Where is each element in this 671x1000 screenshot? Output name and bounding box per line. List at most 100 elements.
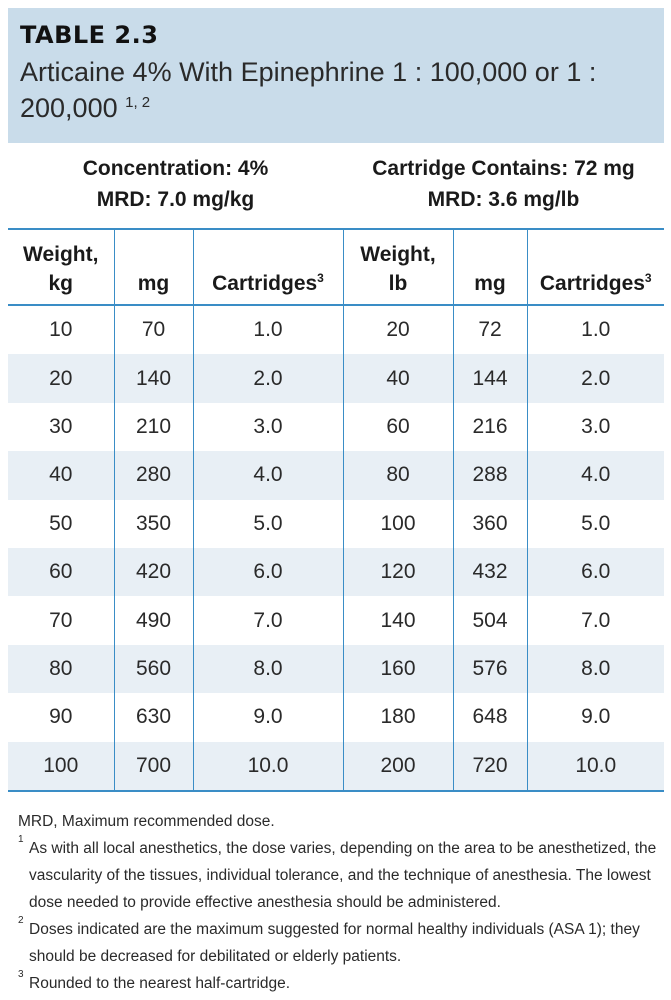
mg-kg-cell: 140 xyxy=(114,354,194,403)
table-row: 70 490 7.0 140 504 7.0 xyxy=(8,596,664,645)
cartridges-lb-cell: 4.0 xyxy=(527,451,664,500)
mrd-lb-text: MRD: 3.6 mg/lb xyxy=(427,188,580,211)
cartridges-lb-cell: 10.0 xyxy=(527,741,664,791)
cartridges-lb-cell: 9.0 xyxy=(581,705,611,729)
header-row: Weight, kg mg Cartridges3 Weight, lb mg Ca… xyxy=(8,229,664,306)
weight-lb-cell: 200 xyxy=(343,741,454,791)
footnote-text: Doses indicated are the maximum suggeste… xyxy=(29,921,640,965)
weight-kg-cell: 20 xyxy=(8,354,115,403)
cartridges-kg-cell: 9.0 xyxy=(193,693,344,742)
col-weight-lb: Weight, lb xyxy=(343,229,454,306)
table-footnotes: MRD, Maximum recommended dose. 1 As with … xyxy=(18,808,663,997)
cartridges-kg-cell: 8.0 xyxy=(193,644,344,694)
footnote-text: Rounded to the nearest half-cartridge. xyxy=(29,975,291,992)
cartridges-footnote-ref: 3 xyxy=(317,271,324,285)
cartridges-kg-cell: 6.0 xyxy=(193,547,344,597)
cartridges-lb-cell: 5.0 xyxy=(581,511,611,535)
mg-lb-cell: 720 xyxy=(453,741,528,791)
weight-lb-cell: 80 xyxy=(343,451,454,500)
weight-kg-cell: 50 xyxy=(8,499,115,548)
mg-lb-cell: 144 xyxy=(453,354,528,403)
footnote-mark: 2 xyxy=(18,915,24,926)
col-weight-kg-line2: kg xyxy=(48,272,73,295)
table-row: 80 560 8.0 160 576 8.0 xyxy=(8,644,664,694)
mg-lb-cell: 576 xyxy=(453,644,528,694)
weight-kg-cell: 60 xyxy=(8,547,115,597)
mg-kg-cell: 350 xyxy=(114,499,194,548)
concentration-text: Concentration: 4% xyxy=(82,157,269,180)
mg-kg-cell: 280 xyxy=(114,451,194,500)
table-row: 10 70 1.0 20 72 1.0 xyxy=(8,305,664,355)
mg-lb-cell: 432 xyxy=(453,547,528,597)
cartridges-footnote-ref: 3 xyxy=(644,271,652,285)
cartridges-kg-cell: 5.0 xyxy=(193,499,344,548)
col-cartridges-kg: Cartridges3 xyxy=(193,229,344,306)
table-label: TABLE 2.3 xyxy=(20,21,159,49)
table-row: 60 420 6.0 120 432 6.0 xyxy=(8,547,664,597)
table-row: 20 140 2.0 40 144 2.0 xyxy=(8,354,664,403)
abbreviation-note: MRD, Maximum recommended dose. xyxy=(18,813,275,830)
table-header: TABLE 2.3 Articaine 4% With Epinephrine … xyxy=(8,8,664,143)
cartridge-content-text: Cartridge Contains: 72 mg xyxy=(372,157,635,180)
summary-imperial: Cartridge Contains: 72 mg MRD: 3.6 mg/lb xyxy=(343,153,664,215)
weight-lb-cell: 160 xyxy=(343,644,454,694)
mg-lb-cell: 504 xyxy=(453,596,528,645)
mg-kg-cell: 210 xyxy=(114,402,194,452)
footnote-text: As with all local anesthetics, the dose … xyxy=(29,840,657,911)
dose-summary: Concentration: 4% MRD: 7.0 mg/kg Cartrid… xyxy=(8,143,664,228)
table-title-text: Articaine 4% With Epinephrine 1 : 100,00… xyxy=(20,57,597,123)
cartridges-lb-cell: 2.0 xyxy=(527,354,664,403)
footnote-1: 1 As with all local anesthetics, the dose… xyxy=(18,834,663,916)
weight-kg-cell: 90 xyxy=(8,693,115,742)
mg-lb-cell: 72 xyxy=(453,305,528,355)
cartridges-lb-cell: 6.0 xyxy=(527,547,664,597)
cartridges-kg-cell: 2.0 xyxy=(193,354,344,403)
dosage-table: Weight, kg mg Cartridges3 Weight, lb mg Ca… xyxy=(8,228,664,792)
mrd-kg-text: MRD: 7.0 mg/kg xyxy=(96,188,255,211)
weight-kg-cell: 80 xyxy=(8,644,115,694)
col-mg-lb: mg xyxy=(453,229,528,306)
cartridges-lb-cell: 7.0 xyxy=(581,608,611,632)
mg-lb-cell: 288 xyxy=(453,451,528,500)
cartridges-kg-cell: 7.0 xyxy=(193,596,344,645)
cartridges-kg-cell: 3.0 xyxy=(193,402,344,452)
col-cartridges-kg-label: Cartridges xyxy=(212,272,318,295)
table-row: 100 700 10.0 200 720 10.0 xyxy=(8,741,664,791)
footnote-3: 3 Rounded to the nearest half-cartridge. xyxy=(18,969,663,997)
weight-lb-cell: 40 xyxy=(343,354,454,403)
col-mg-kg: mg xyxy=(114,229,194,306)
footnote-mark: 1 xyxy=(18,834,24,845)
mg-kg-cell: 630 xyxy=(114,693,194,742)
col-weight-kg: Weight, kg xyxy=(8,229,115,306)
mg-lb-cell: 360 xyxy=(453,499,528,548)
col-cartridges-lb-label: Cartridges xyxy=(539,272,645,295)
cartridges-kg-cell: 1.0 xyxy=(193,305,344,355)
col-weight-lb-line2: lb xyxy=(388,272,408,295)
table-row: 30 210 3.0 60 216 3.0 xyxy=(8,402,664,452)
weight-lb-cell: 140 xyxy=(343,596,454,645)
cartridges-kg-cell: 10.0 xyxy=(193,741,344,791)
col-weight-lb-line1: Weight, xyxy=(360,243,436,266)
mg-kg-cell: 420 xyxy=(114,547,194,597)
mg-kg-cell: 560 xyxy=(114,644,194,694)
footnote-2: 2 Doses indicated are the maximum suggest… xyxy=(18,915,663,970)
title-footnote-refs: 1, 2 xyxy=(125,94,151,111)
col-cartridges-lb: Cartridges3 xyxy=(527,229,664,306)
cartridges-lb-cell: 1.0 xyxy=(581,318,611,342)
mg-kg-cell: 700 xyxy=(114,741,194,791)
weight-kg-cell: 100 xyxy=(8,741,115,791)
cartridges-lb-cell: 3.0 xyxy=(581,414,611,438)
weight-kg-cell: 70 xyxy=(8,596,115,645)
mg-lb-cell: 216 xyxy=(453,402,528,452)
col-weight-kg-line1: Weight, xyxy=(23,243,99,266)
cartridges-kg-cell: 4.0 xyxy=(193,451,344,500)
summary-metric: Concentration: 4% MRD: 7.0 mg/kg xyxy=(8,153,343,215)
weight-lb-cell: 20 xyxy=(343,305,454,355)
weight-lb-cell: 180 xyxy=(343,693,454,742)
cartridges-lb-cell: 8.0 xyxy=(527,644,664,694)
table-row: 40 280 4.0 80 288 4.0 xyxy=(8,451,664,500)
table-row: 50 350 5.0 100 360 5.0 xyxy=(8,499,664,548)
mg-kg-cell: 490 xyxy=(114,596,194,645)
table-row: 90 630 9.0 180 648 9.0 xyxy=(8,693,664,742)
weight-lb-cell: 100 xyxy=(343,499,454,548)
